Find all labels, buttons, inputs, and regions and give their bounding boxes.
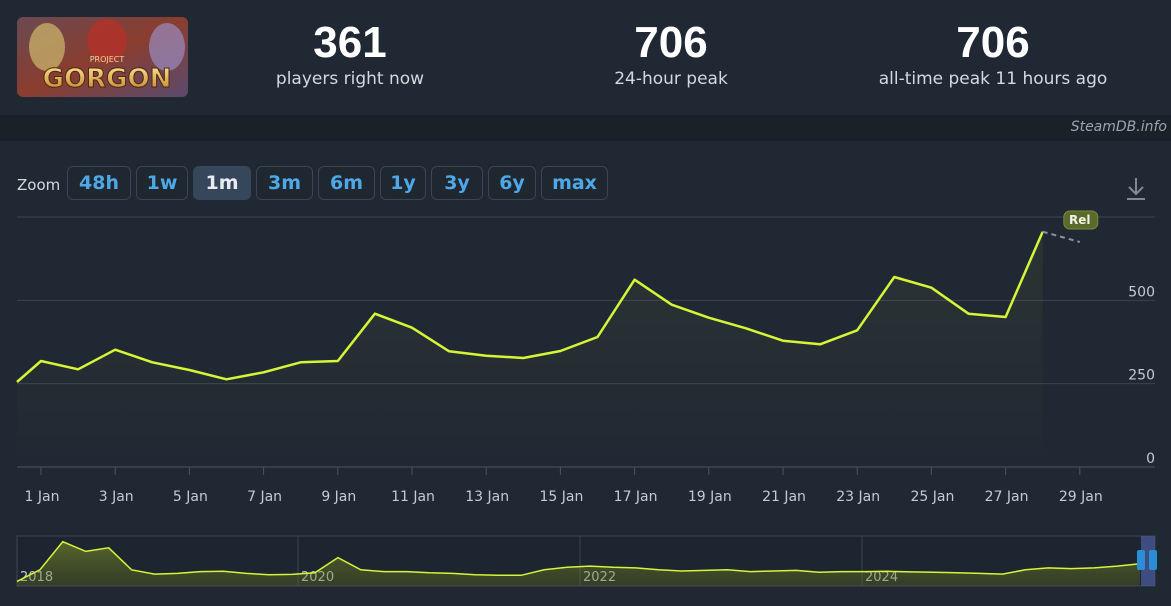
zoom-max-button[interactable]: max	[541, 166, 608, 200]
steamdb-credit[interactable]: SteamDB.info	[1070, 119, 1167, 135]
zoom-label: Zoom	[17, 176, 61, 194]
peak-24h-value: 706	[634, 18, 708, 67]
players-now-stat: 361 players right now	[200, 18, 500, 90]
zoom-3m-button[interactable]: 3m	[256, 166, 313, 200]
svg-text:PROJECT: PROJECT	[90, 55, 125, 64]
zoom-6y-button[interactable]: 6y	[488, 166, 536, 200]
zoom-1y-button[interactable]: 1y	[380, 166, 426, 200]
all-time-peak-label: all-time peak 11 hours ago	[878, 69, 1108, 89]
zoom-6m-button[interactable]: 6m	[318, 166, 375, 200]
stats-bar	[0, 0, 1171, 115]
svg-text:GORGON: GORGON	[43, 64, 172, 94]
zoom-3y-button[interactable]: 3y	[431, 166, 483, 200]
game-logo[interactable]: PROJECT GORGON	[17, 17, 188, 97]
all-time-peak-stat: 706 all-time peak 11 hours ago	[843, 18, 1143, 90]
peak-24h-stat: 706 24-hour peak	[521, 18, 821, 90]
players-now-label: players right now	[275, 69, 425, 89]
zoom-48h-button[interactable]: 48h	[67, 166, 131, 200]
download-icon[interactable]	[1124, 176, 1148, 202]
players-now-value: 361	[313, 18, 387, 67]
all-time-peak-value: 706	[956, 18, 1030, 67]
zoom-1w-button[interactable]: 1w	[136, 166, 188, 200]
chart-panel	[0, 141, 1171, 606]
zoom-1m-button[interactable]: 1m	[193, 166, 251, 200]
peak-24h-label: 24-hour peak	[614, 69, 728, 89]
